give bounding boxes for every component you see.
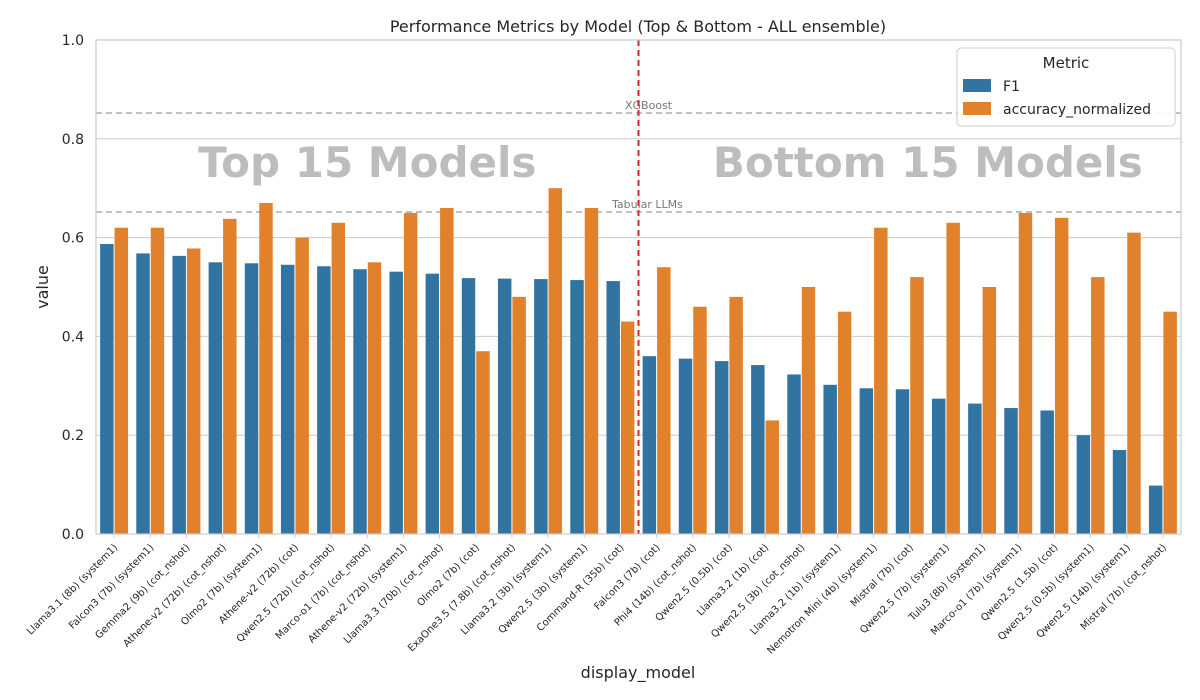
bar-accuracy-normalized [946, 222, 960, 534]
bar-accuracy-normalized [476, 351, 490, 534]
bar-f1 [1076, 435, 1091, 534]
x-tick-label: Falcon3 (7b) (cot) [593, 542, 663, 612]
bar-accuracy-normalized [114, 227, 129, 534]
bar-f1 [968, 403, 982, 534]
chart-title: Performance Metrics by Model (Top & Bott… [390, 17, 886, 36]
bar-accuracy-normalized [403, 212, 418, 534]
bar-accuracy-normalized [295, 237, 309, 534]
section-label: Bottom 15 Models [713, 138, 1143, 187]
reference-line-label: XGBoost [625, 99, 673, 112]
bar-f1 [172, 255, 186, 535]
bar-accuracy-normalized [874, 227, 888, 534]
bar-accuracy-normalized [1054, 217, 1069, 534]
bar-accuracy-normalized [801, 287, 816, 534]
bars [100, 188, 1177, 535]
bar-f1 [570, 280, 584, 534]
bar-accuracy-normalized [910, 277, 924, 534]
bar-f1 [208, 262, 223, 534]
bar-accuracy-normalized [440, 207, 454, 534]
bar-f1 [1040, 410, 1054, 534]
bar-f1 [136, 253, 150, 534]
plot-frame [95, 39, 1182, 535]
bar-f1 [497, 278, 512, 534]
legend-swatch [963, 102, 991, 115]
y-axis-ticks: 0.0 0.2 0.4 0.6 0.8 1.0 [62, 33, 84, 543]
bar-f1 [931, 398, 946, 534]
x-axis-label: display_model [581, 663, 696, 683]
bar-f1 [1112, 450, 1127, 534]
bar-accuracy-normalized [1018, 212, 1033, 534]
bar-accuracy-normalized [186, 248, 201, 534]
bar-f1 [534, 279, 548, 534]
bar-f1 [425, 273, 440, 534]
bar-f1 [606, 281, 620, 534]
reference-line-label: Tabular LLMs [611, 198, 683, 211]
bar-f1 [353, 269, 367, 534]
bar-accuracy-normalized [837, 311, 852, 534]
legend: Metric F1 accuracy_normalized [956, 47, 1176, 127]
bar-accuracy-normalized [367, 262, 382, 534]
bar-accuracy-normalized [150, 227, 165, 534]
bar-f1 [317, 266, 331, 534]
bar-accuracy-normalized [1163, 311, 1177, 534]
bar-accuracy-normalized [223, 218, 237, 534]
y-tick-label: 0.4 [62, 329, 84, 345]
x-axis-ticks: Llama3.1 (8b) (system1)Falcon3 (7b) (sys… [25, 534, 1169, 657]
y-tick-label: 0.6 [62, 231, 84, 247]
bar-f1 [751, 365, 765, 534]
bar-f1 [100, 244, 114, 534]
bar-accuracy-normalized [1127, 232, 1141, 534]
bar-f1 [859, 388, 874, 534]
bar-accuracy-normalized [548, 188, 563, 534]
legend-title: Metric [1043, 54, 1090, 72]
bar-f1 [714, 361, 729, 534]
x-tick-label: Mistral (7b) (cot) [849, 542, 916, 609]
y-tick-label: 0.8 [62, 132, 84, 148]
bar-accuracy-normalized [657, 267, 671, 534]
bar-accuracy-normalized [1091, 277, 1105, 534]
bar-accuracy-normalized [331, 222, 346, 534]
y-tick-label: 0.0 [62, 527, 84, 543]
section-label: Top 15 Models [198, 138, 536, 187]
bar-accuracy-normalized [693, 306, 707, 534]
bar-f1 [895, 389, 910, 534]
x-tick-label: Llama3.2 (1b) (cot) [695, 542, 771, 618]
bar-accuracy-normalized [620, 321, 635, 534]
bar-accuracy-normalized [729, 296, 743, 534]
legend-entry: accuracy_normalized [1003, 102, 1151, 118]
legend-entry: F1 [1003, 79, 1020, 95]
legend-swatch [963, 79, 991, 92]
bar-f1 [642, 356, 657, 534]
bar-f1 [787, 374, 801, 534]
y-tick-label: 1.0 [62, 33, 84, 49]
bar-f1 [389, 271, 403, 534]
bar-f1 [1148, 485, 1163, 534]
y-tick-label: 0.2 [62, 428, 84, 444]
bar-f1 [678, 358, 693, 534]
bar-f1 [244, 263, 259, 534]
section-labels: Top 15 Models Bottom 15 Models [198, 138, 1143, 187]
y-axis-label: value [33, 265, 52, 309]
bar-f1 [823, 384, 837, 534]
bar-f1 [280, 264, 295, 534]
legend-box [956, 47, 1176, 127]
bar-f1 [461, 278, 476, 534]
bar-accuracy-normalized [982, 287, 997, 534]
bar-accuracy-normalized [584, 207, 599, 534]
bar-accuracy-normalized [765, 420, 780, 534]
x-tick-label: Olmo2 (7b) (cot) [415, 542, 482, 609]
bar-f1 [1004, 408, 1018, 534]
bar-accuracy-normalized [259, 203, 273, 534]
bar-accuracy-normalized [512, 296, 526, 534]
